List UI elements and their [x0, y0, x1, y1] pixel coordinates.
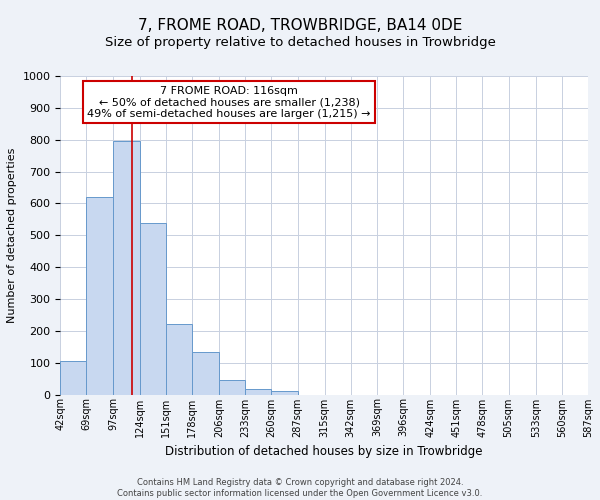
Text: Contains HM Land Registry data © Crown copyright and database right 2024.
Contai: Contains HM Land Registry data © Crown c…: [118, 478, 482, 498]
X-axis label: Distribution of detached houses by size in Trowbridge: Distribution of detached houses by size …: [166, 445, 483, 458]
Y-axis label: Number of detached properties: Number of detached properties: [7, 148, 17, 323]
Text: 7, FROME ROAD, TROWBRIDGE, BA14 0DE: 7, FROME ROAD, TROWBRIDGE, BA14 0DE: [138, 18, 462, 32]
Bar: [86, 197, 113, 394]
Bar: [140, 222, 166, 394]
Bar: [192, 352, 219, 395]
Text: 7 FROME ROAD: 116sqm
← 50% of detached houses are smaller (1,238)
49% of semi-de: 7 FROME ROAD: 116sqm ← 50% of detached h…: [88, 86, 371, 118]
Bar: [219, 380, 245, 394]
Bar: [166, 324, 192, 394]
Bar: [245, 389, 271, 394]
Bar: [271, 392, 298, 394]
Bar: [113, 142, 140, 394]
Text: Size of property relative to detached houses in Trowbridge: Size of property relative to detached ho…: [104, 36, 496, 49]
Bar: [60, 361, 86, 394]
